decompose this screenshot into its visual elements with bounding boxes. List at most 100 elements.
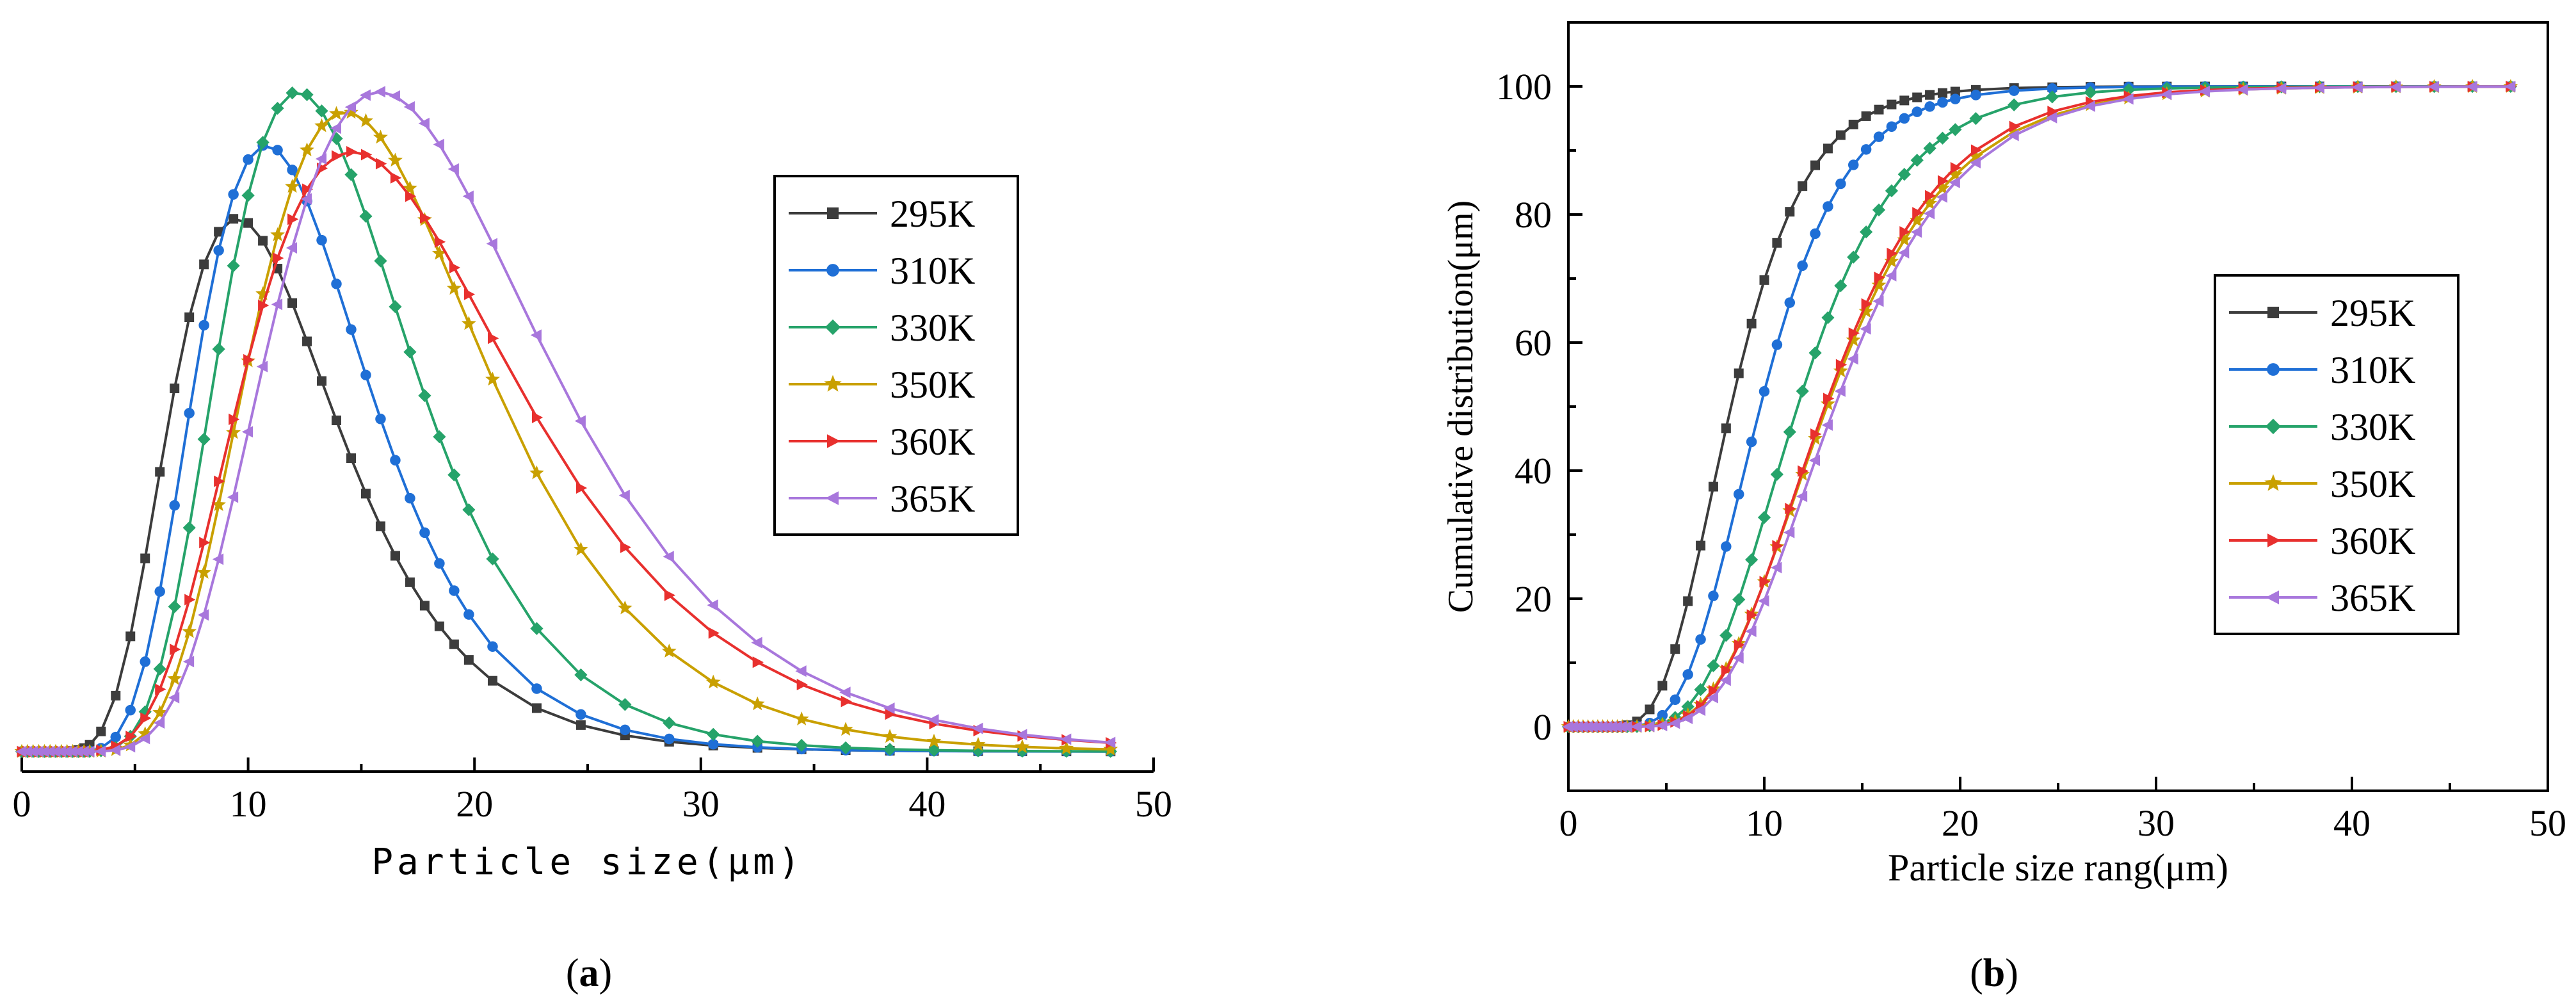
chart-a-data-point-365K: [26, 745, 38, 757]
chart-b-data-point-310K: [1784, 297, 1796, 308]
chart-b-data-point-295K: [1746, 318, 1757, 328]
chart-b-data-point-365K: [1758, 595, 1769, 607]
chart-b-data-point-310K: [1708, 590, 1719, 601]
chart-a-data-point-365K: [574, 415, 586, 427]
chart-a-data-point-350K: [838, 722, 853, 736]
chart-b-data-point-365K: [1681, 713, 1693, 725]
chart-b-data-point-310K: [1682, 669, 1693, 680]
chart-a-data-point-295K: [111, 690, 121, 700]
chart-a-data-point-295K: [155, 467, 165, 477]
chart-a-data-point-295K: [419, 601, 430, 611]
chart-a-data-point-350K: [255, 286, 270, 300]
chart-b-data-point-365K: [1783, 526, 1795, 538]
chart-b-data-point-360K: [1950, 162, 1962, 174]
chart-a-data-point-350K: [270, 227, 285, 241]
chart-b-data-point-295K: [1874, 104, 1884, 115]
chart-a-x-tick-label: 10: [230, 783, 267, 825]
chart-a-data-point-360K: [405, 190, 417, 202]
chart-a-data-point-350K: [138, 726, 153, 740]
chart-a-data-point-365K: [44, 745, 55, 757]
chart-a-data-point-365K: [883, 702, 895, 715]
chart-a-data-point-310K: [487, 641, 498, 652]
chart-a-data-point-310K: [125, 704, 136, 716]
chart-b-data-point-295K: [1835, 130, 1846, 140]
chart-a-data-point-365K: [1060, 733, 1072, 745]
chart-b-y-tick-label: 60: [1515, 322, 1552, 364]
chart-a-data-point-330K: [574, 668, 588, 682]
chart-a-data-point-330K: [663, 717, 676, 730]
chart-a-data-point-365K: [972, 722, 983, 734]
chart-a-data-point-295K: [463, 655, 474, 665]
chart-b-series-365K: [1562, 81, 2516, 733]
chart-b-data-point-310K: [2008, 85, 2020, 96]
chart-a-data-point-350K: [617, 600, 632, 615]
chart-a-legend: 295K 310K 330K 350K 360K 365K: [789, 193, 975, 520]
chart-b-data-point-365K: [1872, 295, 1884, 307]
chart-b-data-point-350K: [1858, 304, 1874, 318]
chart-b-data-point-360K: [1785, 503, 1796, 515]
chart-a-legend-marker-360K: [827, 434, 841, 448]
chart-a-data-point-360K: [346, 145, 358, 158]
chart-a-data-point-330K: [618, 698, 632, 711]
chart-a-data-point-365K: [447, 163, 459, 175]
chart-a-data-point-365K: [359, 89, 371, 101]
chart-a-data-point-330K: [389, 300, 402, 314]
chart-a-data-point-295K: [125, 631, 136, 642]
chart-a-data-point-350K: [705, 674, 721, 689]
chart-a-data-point-365K: [839, 686, 851, 699]
chart-b-x-tick-label: 10: [1746, 802, 1783, 844]
chart-b-data-point-365K: [2351, 81, 2363, 93]
chart-a-data-point-365K: [751, 636, 762, 649]
chart-a-legend-label-350K: 350K: [890, 364, 975, 406]
chart-b-data-point-310K: [1797, 260, 1808, 271]
chart-a-data-point-295K: [449, 639, 459, 649]
chart-a-data-point-295K: [390, 551, 400, 561]
chart-b-data-point-360K: [1887, 247, 1898, 259]
chart-a-data-point-310K: [620, 724, 631, 736]
chart-b-data-point-310K: [1746, 436, 1757, 448]
chart-b-data-point-350K: [2006, 124, 2022, 138]
chart-a-data-point-310K: [243, 154, 254, 165]
chart-a-data-point-365K: [197, 609, 209, 621]
chart-a-x-ticks: 0 10 20 30 40 50: [13, 757, 1172, 825]
chart-b-data-point-295K: [1759, 275, 1769, 285]
chart-b-data-point-365K: [2122, 93, 2134, 105]
chart-a-data-point-330K: [403, 345, 417, 359]
chart-a-data-point-310K: [346, 324, 357, 335]
chart-b-x-tick-label: 40: [2333, 802, 2371, 844]
chart-a-data-point-310K: [331, 279, 342, 289]
chart-b-data-point-350K: [1871, 277, 1887, 292]
chart-b-data-point-350K: [1846, 332, 1861, 346]
chart-a-data-point-330K: [530, 622, 543, 635]
chart-a-data-point-310K: [463, 609, 474, 620]
chart-b-legend-label-295K: 295K: [2330, 292, 2415, 334]
chart-a-data-point-365K: [374, 86, 385, 98]
chart-a-legend-label-360K: 360K: [890, 421, 975, 463]
chart-a-data-point-295K: [287, 298, 298, 308]
chart-b-legend-marker-330K: [2265, 418, 2282, 435]
chart-b-x-ticks: 0 10 20 30 40 50: [1559, 777, 2566, 844]
chart-b-data-point-350K: [1922, 195, 1937, 210]
chart-b-data-point-330K: [1949, 123, 1962, 136]
chart-a-data-point-350K: [1015, 739, 1030, 754]
chart-b-data-point-365K: [1949, 177, 1960, 189]
chart-b-data-point-360K: [1925, 190, 1936, 202]
chart-a-data-point-360K: [140, 712, 152, 724]
chart-b-data-point-360K: [1874, 271, 1885, 284]
chart-b-data-point-365K: [2237, 83, 2248, 95]
chart-a-x-tick-label: 20: [456, 783, 493, 825]
chart-a-data-point-360K: [184, 594, 196, 606]
chart-a-data-point-365K: [55, 745, 67, 757]
chart-a-data-point-350K: [1103, 741, 1118, 756]
chart-a-data-point-330K: [795, 738, 809, 752]
chart-b-data-point-330K: [2045, 90, 2059, 104]
chart-a-data-point-365K: [77, 745, 89, 757]
chart-a-data-point-295K: [229, 214, 239, 224]
chart-a-data-point-350K: [182, 624, 197, 638]
chart-b-y-tick-label: 80: [1515, 194, 1552, 236]
chart-b-data-point-330K: [1821, 311, 1835, 325]
chart-b-data-point-330K: [1923, 142, 1936, 155]
chart-a-data-point-310K: [287, 165, 298, 175]
chart-b-data-point-295K: [1683, 596, 1693, 606]
chart-a-data-point-330K: [286, 86, 299, 100]
